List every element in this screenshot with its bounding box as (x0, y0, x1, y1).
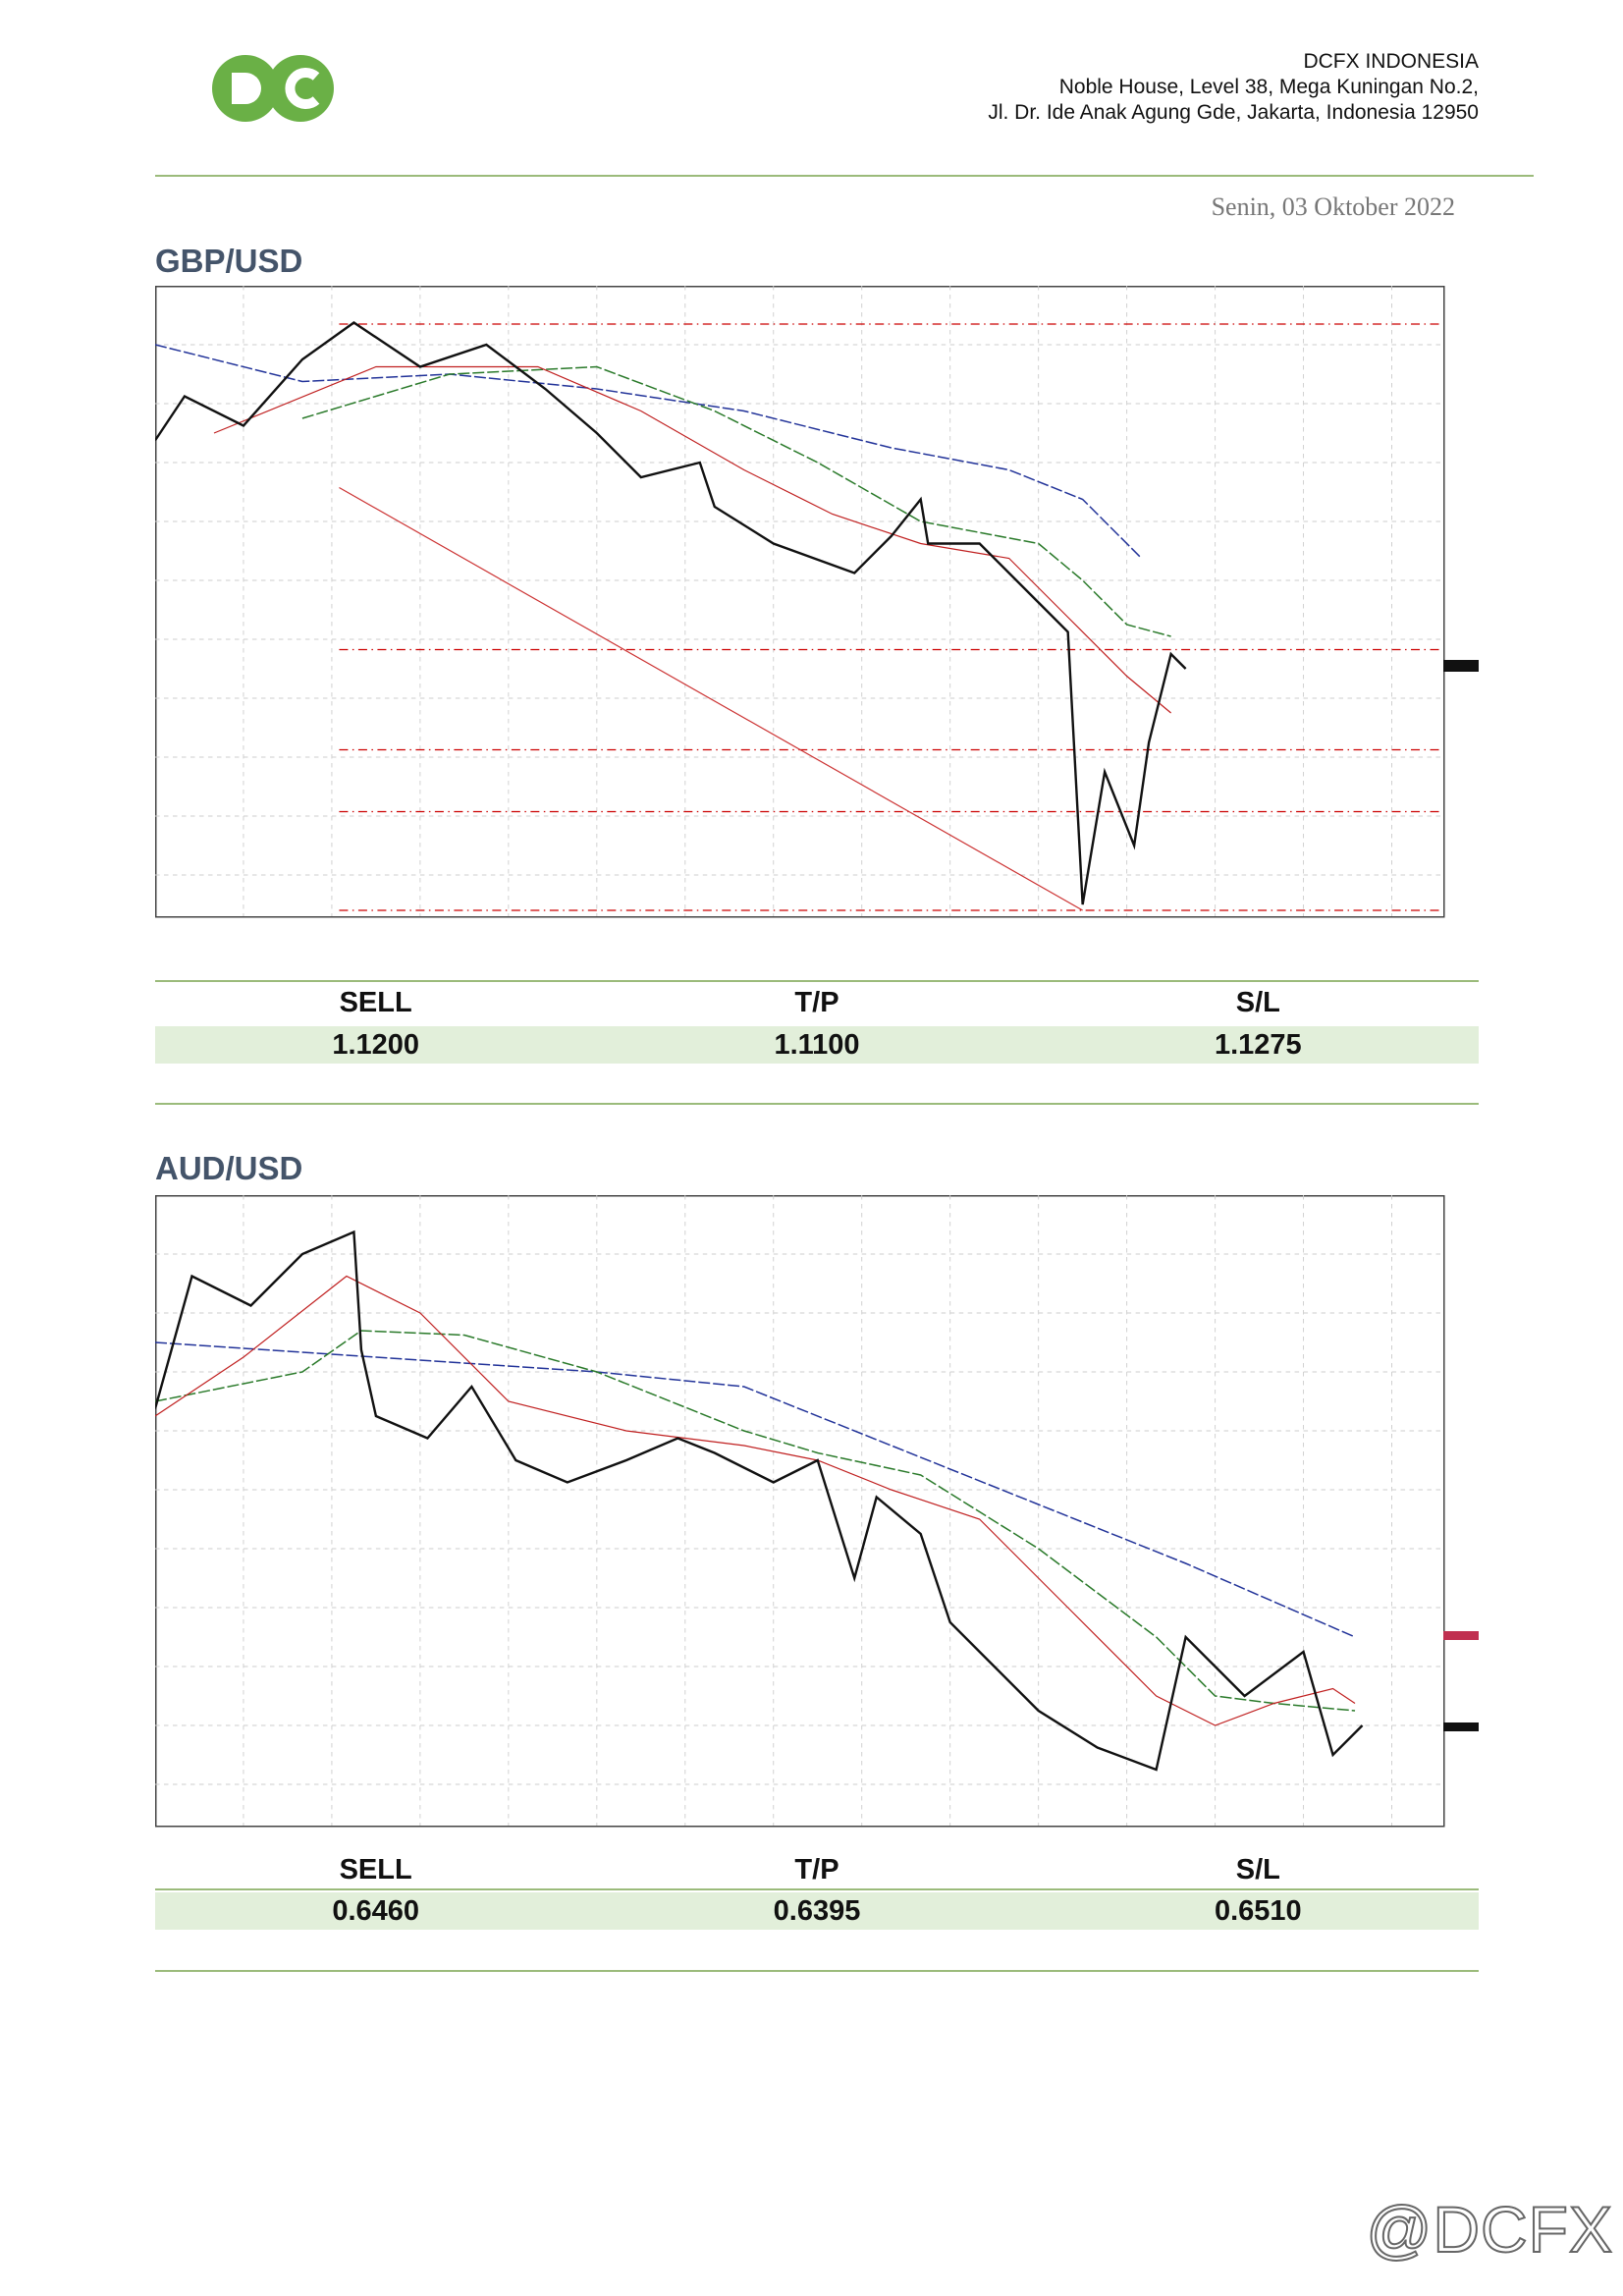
divider (155, 980, 1479, 982)
date: Senin, 03 Oktober 2022 (1211, 192, 1455, 221)
header-cell: S/L (1235, 1854, 1280, 1886)
price-chart (155, 286, 1479, 918)
divider (155, 1103, 1479, 1105)
table-values: 0.6460 0.6395 0.6510 (155, 1892, 1479, 1930)
section-title: AUD/USD (155, 1150, 303, 1186)
company: DCFX INDONESIA (1303, 50, 1479, 73)
value-cell: 0.6460 (332, 1895, 420, 1927)
logo (212, 55, 334, 122)
divider (155, 175, 1534, 177)
value-cell: 1.1100 (774, 1029, 860, 1061)
table-header: SELL T/P S/L (155, 1851, 1479, 1888)
section-title: GBP/USD (155, 243, 303, 279)
address-line: Jl. Dr. Ide Anak Agung Gde, Jakarta, Ind… (988, 101, 1479, 124)
watermark: @DCFX (1365, 2192, 1613, 2267)
value-cell: 0.6510 (1214, 1895, 1302, 1927)
address-line: Noble House, Level 38, Mega Kuningan No.… (1058, 76, 1479, 98)
value-cell: 1.1200 (332, 1029, 420, 1061)
header-cell: SELL (339, 1854, 412, 1886)
header-cell: T/P (794, 1854, 839, 1886)
divider (155, 1888, 1479, 1890)
price-chart (155, 1195, 1479, 1828)
header-cell: SELL (339, 987, 412, 1018)
table-header: SELL T/P S/L (155, 984, 1479, 1021)
header-cell: T/P (794, 987, 839, 1018)
divider (155, 1970, 1479, 1972)
table-values: 1.1200 1.1100 1.1275 (155, 1026, 1479, 1064)
value-cell: 0.6395 (773, 1895, 861, 1927)
value-cell: 1.1275 (1214, 1029, 1302, 1061)
header-cell: S/L (1235, 987, 1280, 1018)
